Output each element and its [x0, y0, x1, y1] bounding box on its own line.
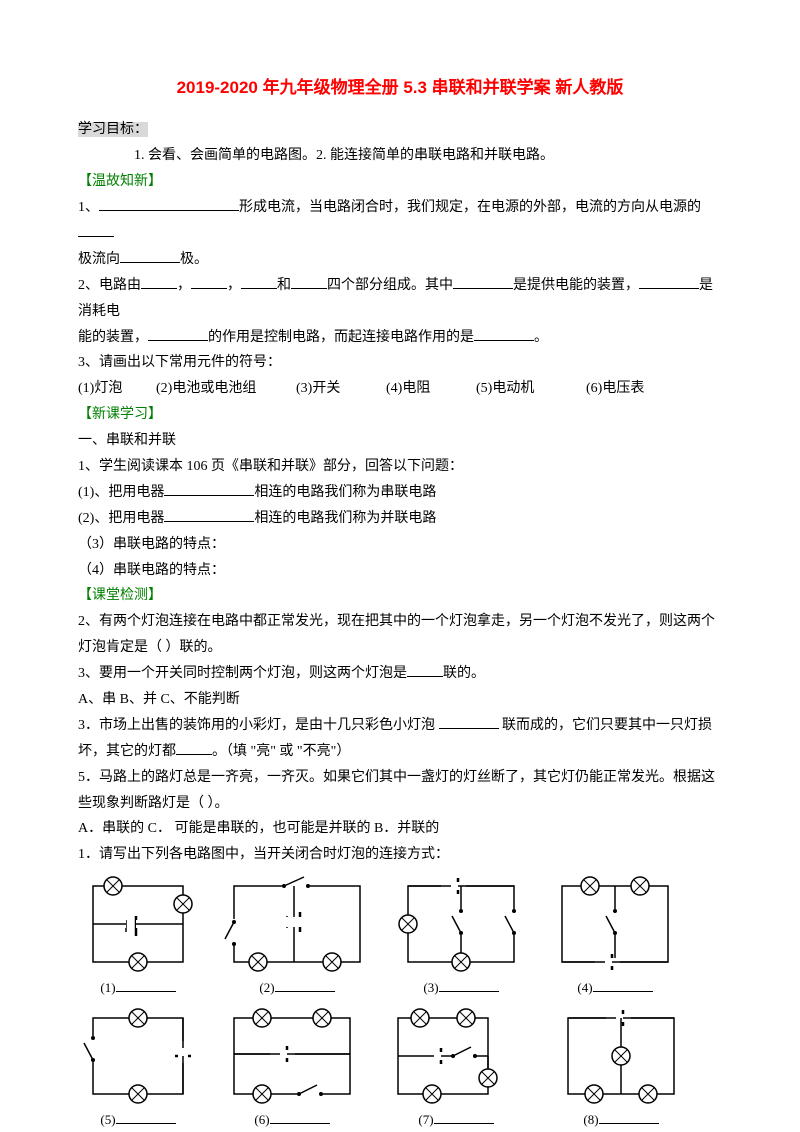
doc-title: 2019-2020 年九年级物理全册 5.3 串联和并联学案 新人教版: [78, 72, 722, 103]
t3-opts: A、串 B、并 C、不能判断: [78, 687, 722, 713]
circuit-8: [556, 1006, 686, 1106]
objectives-text: 1. 会看、会画简单的电路图。2. 能连接简单的串联电路和并联电路。: [78, 143, 722, 169]
review-line1: 1、形成电流，当电路闭合时，我们规定，在电源的外部，电流的方向从电源的: [78, 195, 722, 247]
diagram-row-2: (5) (6) (7): [78, 1006, 722, 1132]
review-line1b: 极流向极。: [78, 247, 722, 273]
nl-q3: （3）串联电路的特点：: [78, 532, 722, 558]
circuit-1: [78, 874, 198, 974]
nl-q4: （4）串联电路的特点：: [78, 558, 722, 584]
t5: 5．马路上的路灯总是一齐亮，一齐灭。如果它们其中一盏灯的灯丝断了，其它灯仍能正常…: [78, 765, 722, 817]
review-line2: 2、电路由，，和四个部分组成。其中是提供电能的装置，是消耗电: [78, 273, 722, 325]
nl-q1: (1)、把用电器相连的电路我们称为串联电路: [78, 480, 722, 506]
review-label: 【温故知新】: [78, 169, 722, 195]
t1: 1．请写出下列各电路图中，当开关闭合时灯泡的连接方式：: [78, 842, 722, 868]
review-line2b: 能的装置，的作用是控制电路，而起连接电路作用的是。: [78, 325, 722, 351]
t3: 3、要用一个开关同时控制两个灯泡，则这两个灯泡是联的。: [78, 661, 722, 687]
diagram-row-1: (1) (2): [78, 874, 722, 1000]
components-row: (1)灯泡 (2)电池或电池组 (3)开关 (4)电阻 (5)电动机 (6)电压…: [78, 376, 722, 402]
t5-opts: A．串联的 C． 可能是串联的，也可能是并联的 B．并联的: [78, 816, 722, 842]
circuit-3: [396, 874, 526, 974]
objectives-label: 学习目标：: [78, 117, 722, 143]
circuit-4: [550, 874, 680, 974]
circuit-6: [222, 1006, 362, 1106]
newlesson-label: 【新课学习】: [78, 402, 722, 428]
nl-head: 一、串联和并联: [78, 428, 722, 454]
nl-q2: (2)、把用电器相连的电路我们称为并联电路: [78, 506, 722, 532]
test-label: 【课堂检测】: [78, 583, 722, 609]
circuit-5: [78, 1006, 198, 1106]
t2: 2、有两个灯泡连接在电路中都正常发光，现在把其中的一个灯泡拿走，另一个灯泡不发光…: [78, 609, 722, 661]
nl1: 1、学生阅读课本 106 页《串联和并联》部分，回答以下问题：: [78, 454, 722, 480]
review-line3: 3、请画出以下常用元件的符号：: [78, 350, 722, 376]
t3-2: 3．市场上出售的装饰用的小彩灯，是由十几只彩色小灯泡 联而成的，它们只要其中一只…: [78, 713, 722, 765]
circuit-7: [386, 1006, 526, 1106]
circuit-2: [222, 874, 372, 974]
